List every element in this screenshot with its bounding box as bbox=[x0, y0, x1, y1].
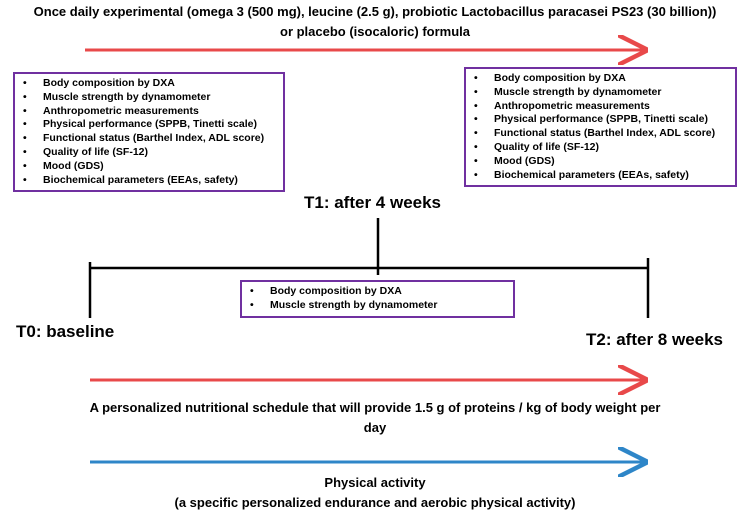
list-item: Quality of life (SF-12) bbox=[23, 146, 279, 160]
caption-line: or placebo (isocaloric) formula bbox=[280, 24, 470, 39]
caption-line: (a specific personalized endurance and a… bbox=[174, 495, 576, 510]
t0-box: Body composition by DXAMuscle strength b… bbox=[13, 72, 285, 193]
top-caption: Once daily experimental (omega 3 (500 mg… bbox=[0, 2, 750, 42]
t0-label: T0: baseline bbox=[16, 322, 115, 341]
list-item: Mood (GDS) bbox=[23, 160, 279, 174]
caption-line: Physical activity bbox=[324, 475, 426, 490]
t1-box: Body composition by DXAMuscle strength b… bbox=[240, 280, 515, 318]
list-item: Body composition by DXA bbox=[250, 285, 509, 299]
item-list: Body composition by DXAMuscle strength b… bbox=[474, 72, 731, 183]
item-list: Body composition by DXAMuscle strength b… bbox=[23, 77, 279, 188]
list-item: Anthropometric measurements bbox=[474, 100, 731, 114]
item-list: Body composition by DXAMuscle strength b… bbox=[250, 285, 509, 313]
caption-line: Once daily experimental (omega 3 (500 mg… bbox=[33, 4, 717, 19]
list-item: Biochemical parameters (EEAs, safety) bbox=[474, 169, 731, 183]
list-item: Functional status (Barthel Index, ADL sc… bbox=[23, 132, 279, 146]
list-item: Body composition by DXA bbox=[474, 72, 731, 86]
t2-label: T2: after 8 weeks bbox=[586, 330, 724, 349]
list-item: Biochemical parameters (EEAs, safety) bbox=[23, 174, 279, 188]
list-item: Functional status (Barthel Index, ADL sc… bbox=[474, 127, 731, 141]
nutrition-caption: A personalized nutritional schedule that… bbox=[89, 400, 661, 435]
list-item: Muscle strength by dynamometer bbox=[250, 299, 509, 313]
list-item: Quality of life (SF-12) bbox=[474, 141, 731, 155]
t1-label: T1: after 4 weeks bbox=[304, 193, 442, 212]
list-item: Muscle strength by dynamometer bbox=[23, 91, 279, 105]
list-item: Anthropometric measurements bbox=[23, 105, 279, 119]
activity-caption: Physical activity (a specific personaliz… bbox=[0, 473, 750, 513]
t2-box: Body composition by DXAMuscle strength b… bbox=[464, 67, 737, 188]
list-item: Body composition by DXA bbox=[23, 77, 279, 91]
list-item: Physical performance (SPPB, Tinetti scal… bbox=[23, 118, 279, 132]
list-item: Mood (GDS) bbox=[474, 155, 731, 169]
list-item: Muscle strength by dynamometer bbox=[474, 86, 731, 100]
list-item: Physical performance (SPPB, Tinetti scal… bbox=[474, 113, 731, 127]
